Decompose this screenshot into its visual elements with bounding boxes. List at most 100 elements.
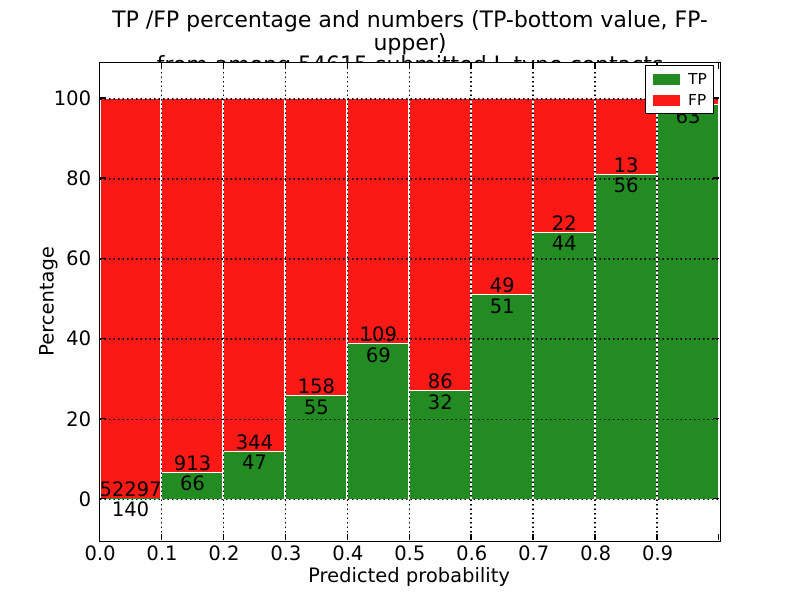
x-tick-top-0.7 bbox=[532, 62, 534, 69]
bar-count-label-fp-7: 22 bbox=[551, 211, 577, 235]
bar-3 bbox=[285, 98, 348, 499]
bar-segment-tp-4 bbox=[348, 343, 409, 499]
bar-1 bbox=[161, 98, 224, 499]
x-tick-label-0.5: 0.5 bbox=[394, 541, 426, 565]
y-tick-left-100 bbox=[99, 97, 106, 99]
x-tick-label-0.9: 0.9 bbox=[642, 541, 674, 565]
x-tick-bottom-0.4 bbox=[346, 533, 349, 540]
bar-count-label-fp-0: 52297 bbox=[99, 477, 162, 501]
bar-4 bbox=[347, 98, 410, 499]
bar-segment-tp-7 bbox=[534, 231, 595, 499]
x-tick-label-0.7: 0.7 bbox=[518, 541, 550, 565]
bar-count-label-fp-3: 158 bbox=[297, 375, 335, 399]
legend-label-tp: TP bbox=[688, 70, 707, 88]
legend: TP FP bbox=[645, 65, 714, 114]
x-tick-top-0.0 bbox=[98, 62, 101, 69]
x-tick-label-0.2: 0.2 bbox=[208, 541, 240, 565]
x-tick-bottom-0.1 bbox=[160, 533, 163, 540]
legend-entry-fp: FP bbox=[653, 91, 713, 109]
x-tick-label-0.3: 0.3 bbox=[270, 541, 302, 565]
x-tick-label-0.0: 0.0 bbox=[84, 541, 116, 565]
x-tick-label-0.1: 0.1 bbox=[146, 541, 178, 565]
x-tick-bottom-0.8 bbox=[594, 533, 596, 540]
chart-title-line1: TP /FP percentage and numbers (TP-bottom… bbox=[112, 8, 708, 56]
gridline-v-0.1 bbox=[160, 62, 163, 540]
bar-segment-tp-1 bbox=[162, 471, 223, 499]
bar-segment-tp-2 bbox=[224, 450, 285, 499]
y-tick-left-80 bbox=[99, 177, 106, 179]
x-tick-top-0.2 bbox=[222, 62, 225, 69]
x-tick-bottom-right-edge bbox=[717, 533, 719, 540]
y-tick-label-100: 100 bbox=[53, 87, 91, 111]
gridline-v-0.2 bbox=[222, 62, 225, 540]
bar-count-label-tp-0: 140 bbox=[111, 498, 150, 522]
bar-count-label-tp-8: 56 bbox=[613, 174, 639, 198]
bar-segment-tp-5 bbox=[410, 390, 471, 499]
bar-7 bbox=[533, 98, 596, 499]
x-tick-bottom-0.9 bbox=[656, 533, 658, 540]
bar-segment-tp-6 bbox=[472, 294, 533, 499]
y-tick-right-60 bbox=[713, 257, 719, 260]
bar-count-label-tp-3: 55 bbox=[303, 395, 329, 419]
bar-8 bbox=[595, 98, 658, 499]
y-tick-left-40 bbox=[99, 337, 106, 340]
gridline-v-0.7 bbox=[532, 62, 534, 540]
bar-segment-tp-9 bbox=[658, 104, 718, 499]
bar-count-label-tp-7: 44 bbox=[551, 232, 577, 256]
legend-entry-tp: TP bbox=[653, 70, 713, 88]
y-tick-left-60 bbox=[99, 257, 106, 260]
x-tick-top-0.3 bbox=[284, 62, 287, 69]
legend-swatch-fp-icon bbox=[653, 95, 680, 106]
y-tick-label-60: 60 bbox=[66, 247, 91, 271]
bar-count-label-tp-4: 69 bbox=[365, 343, 391, 367]
bar-segment-tp-0 bbox=[100, 497, 161, 499]
x-tick-bottom-0.0 bbox=[98, 533, 101, 540]
y-tick-label-0: 0 bbox=[78, 487, 91, 511]
y-tick-right-40 bbox=[713, 337, 719, 340]
bar-count-label-tp-1: 66 bbox=[180, 472, 205, 496]
bar-count-label-fp-8: 13 bbox=[613, 153, 639, 177]
bar-count-label-fp-4: 109 bbox=[359, 323, 397, 347]
bar-2 bbox=[223, 98, 286, 499]
bar-count-label-tp-6: 51 bbox=[489, 294, 515, 318]
y-tick-label-40: 40 bbox=[66, 327, 91, 351]
bar-count-label-fp-5: 86 bbox=[427, 370, 453, 394]
x-tick-bottom-0.7 bbox=[532, 533, 534, 540]
x-tick-bottom-0.2 bbox=[222, 533, 225, 540]
gridline-v-0.9 bbox=[656, 62, 658, 540]
y-tick-left-20 bbox=[99, 417, 106, 420]
x-tick-top-right-edge bbox=[717, 62, 719, 69]
x-tick-label-0.4: 0.4 bbox=[332, 541, 364, 565]
gridline-v-0.6 bbox=[470, 62, 472, 540]
x-tick-bottom-0.3 bbox=[284, 533, 287, 540]
gridline-v-0.5 bbox=[408, 62, 410, 540]
bar-count-label-tp-2: 47 bbox=[241, 451, 267, 474]
y-tick-right-80 bbox=[713, 177, 719, 179]
x-tick-top-0.4 bbox=[346, 62, 349, 69]
bar-count-label-fp-6: 49 bbox=[489, 274, 515, 298]
plot-area: 52297 140 913 66 344 47 158 55 109 69 86 32 49 51 22 44… bbox=[98, 61, 721, 542]
x-tick-top-0.8 bbox=[594, 62, 596, 69]
bar-0 bbox=[99, 98, 162, 499]
gridline-v-0.3 bbox=[284, 62, 287, 540]
x-tick-bottom-0.5 bbox=[408, 533, 410, 540]
legend-swatch-tp-icon bbox=[653, 74, 680, 85]
y-tick-label-20: 20 bbox=[66, 407, 91, 431]
legend-label-fp: FP bbox=[688, 91, 707, 109]
y-tick-left-0 bbox=[99, 497, 106, 500]
y-tick-label-80: 80 bbox=[66, 167, 91, 191]
x-tick-top-0.5 bbox=[408, 62, 410, 69]
y-tick-right-0 bbox=[713, 497, 719, 500]
y-tick-right-20 bbox=[713, 417, 719, 420]
bar-count-label-fp-1: 913 bbox=[173, 451, 212, 475]
bar-segment-tp-3 bbox=[286, 395, 347, 499]
x-tick-bottom-0.6 bbox=[470, 533, 472, 540]
x-tick-top-0.6 bbox=[470, 62, 472, 69]
bar-count-label-fp-2: 344 bbox=[235, 430, 273, 454]
gridline-v-0.8 bbox=[594, 62, 596, 540]
x-tick-label-0.6: 0.6 bbox=[456, 541, 488, 565]
bar-segment-tp-8 bbox=[596, 173, 657, 499]
bar-9 bbox=[657, 98, 719, 499]
y-tick-right-100 bbox=[713, 97, 719, 99]
